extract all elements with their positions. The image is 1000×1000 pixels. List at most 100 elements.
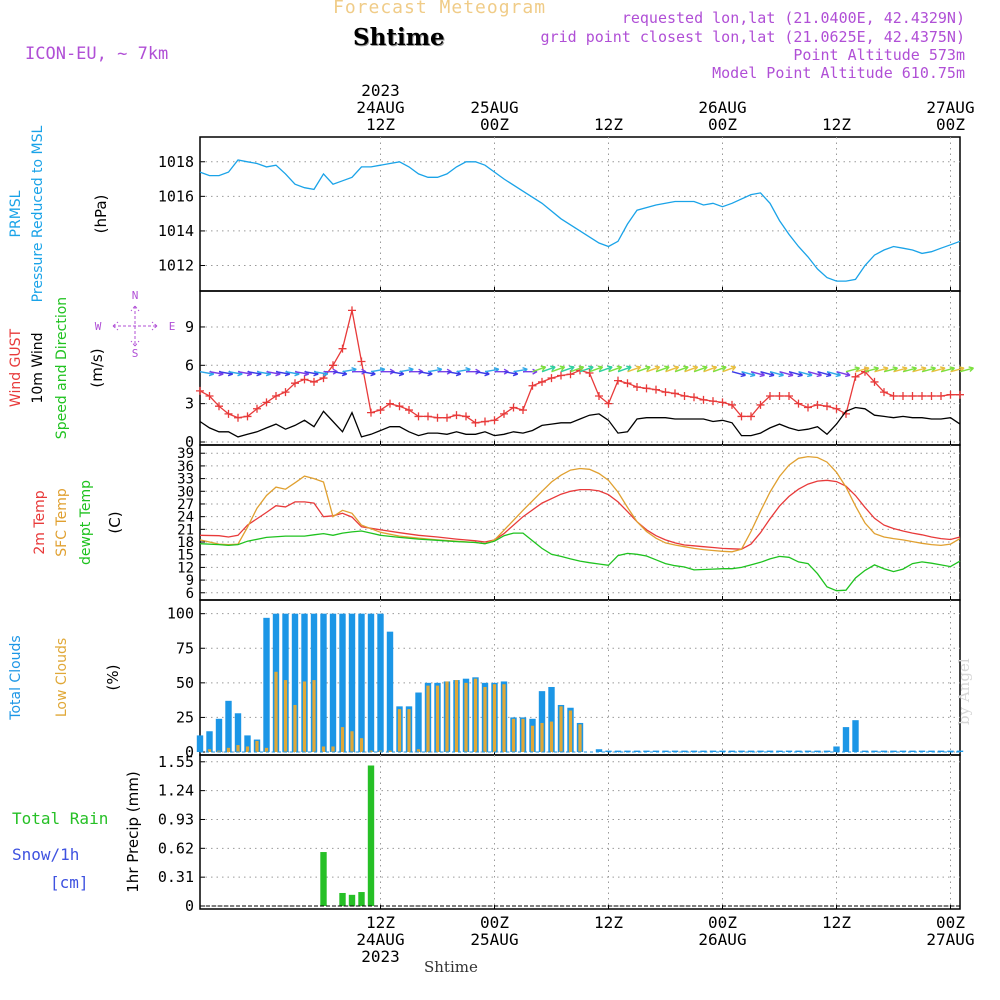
panel-clouds: 0 25 50 75 100 Total Clouds Low Clouds (%): [8, 599, 964, 761]
total-cloud-bar: [605, 750, 612, 752]
gust-marker: [899, 391, 907, 400]
total-cloud-bar: [652, 750, 660, 752]
low-cloud-bar: [568, 710, 573, 752]
total-cloud-bar: [263, 617, 270, 752]
total-cloud-bar: [377, 613, 384, 752]
total-cloud-bar: [206, 731, 213, 752]
gust-marker: [851, 372, 860, 381]
y-tick-label: 0: [185, 897, 194, 915]
meteogram-title: Forecast Meteogram: [333, 0, 547, 18]
wind-direction-arrow-icon: [959, 366, 975, 373]
low-cloud-bar: [454, 680, 459, 752]
total-cloud-bar: [291, 613, 299, 752]
gust-marker: [823, 402, 831, 411]
gust-marker: [832, 404, 841, 413]
gust-marker: [452, 411, 461, 420]
total-cloud-bar: [833, 746, 840, 752]
gust-marker: [234, 413, 242, 422]
wind-direction-arrow-icon: [693, 365, 708, 373]
total-cloud-bar: [329, 613, 337, 752]
gust-marker: [481, 417, 489, 426]
y-tick-label: 24: [177, 510, 194, 526]
total-cloud-bar: [643, 750, 650, 752]
low-cloud-bar: [274, 671, 278, 752]
bottom-time-label: 27AUG: [926, 930, 974, 949]
y-tick-label: 75: [176, 639, 194, 657]
low-cloud-bar: [416, 749, 421, 752]
bottom-time-label: 00Z: [936, 913, 965, 932]
compass-north: N: [132, 289, 139, 302]
gust-marker: [272, 391, 280, 400]
low-cloud-bar: [540, 722, 544, 752]
bottom-time-label: 00Z: [708, 913, 737, 932]
gust-marker: [699, 395, 708, 404]
gust-marker: [376, 406, 385, 415]
y-tick-label: 3: [185, 395, 194, 413]
total-cloud-bar: [595, 749, 603, 752]
low-cloud-bar: [217, 750, 221, 752]
total-cloud-bar: [681, 750, 688, 752]
location-title: Shtime: [353, 24, 445, 51]
low-cloud-bar: [473, 678, 478, 752]
compass-rose-icon: [112, 305, 158, 347]
gust-marker: [471, 418, 480, 427]
total-cloud-bar: [709, 750, 717, 752]
y-tick-label: 9: [186, 573, 194, 589]
gust-marker: [215, 402, 223, 411]
top-time-label: 25AUG: [470, 98, 518, 117]
rain-bar: [339, 892, 346, 906]
total-cloud-bar: [196, 735, 204, 752]
total-cloud-bar: [662, 750, 669, 752]
series-line: [199, 530, 961, 592]
gust-marker: [528, 381, 537, 390]
gust-marker: [671, 389, 679, 398]
low-cloud-bar: [407, 709, 411, 752]
total-cloud-bar: [947, 750, 954, 752]
total-cloud-bar: [339, 613, 346, 752]
y-tick-label: 25: [176, 708, 194, 726]
gust-marker: [500, 409, 508, 418]
total-cloud-bar: [776, 750, 783, 752]
total-cloud-bar: [814, 750, 821, 752]
watermark: by Angel: [955, 658, 973, 725]
panel-unit-label: (C): [106, 511, 124, 533]
low-cloud-bar: [530, 725, 535, 752]
bottom-time-label: 12Z: [822, 913, 851, 932]
gust-marker: [300, 375, 309, 384]
total-cloud-bar: [538, 691, 546, 752]
gust-marker: [490, 416, 499, 425]
gust-marker: [538, 377, 546, 386]
y-tick-label: 0: [185, 433, 194, 451]
panel-unit-label: (%): [104, 665, 122, 691]
gust-marker: [262, 398, 271, 407]
total-cloud-bar: [358, 613, 365, 752]
precip-frame: [199, 754, 961, 910]
low-cloud-bar: [321, 746, 326, 752]
y-tick-label: 1016: [158, 187, 194, 205]
gust-marker: [509, 403, 518, 412]
wind-direction-arrow-icon: [636, 365, 651, 373]
low-cloud-bar: [245, 746, 250, 752]
y-tick-label: 100: [167, 605, 194, 623]
rain-bar: [367, 765, 375, 906]
compass-south: S: [132, 347, 139, 360]
wind-direction-arrow-icon: [722, 365, 737, 373]
total-cloud-bar: [956, 750, 964, 752]
gust-marker: [414, 412, 423, 421]
low-cloud-bar: [293, 704, 297, 752]
total-cloud-bar: [795, 750, 802, 752]
top-time-label: 12Z: [366, 115, 395, 134]
bottom-time-label: 2023: [361, 947, 400, 966]
top-time-label: 27AUG: [926, 98, 974, 117]
gust-marker: [196, 386, 204, 395]
gust-marker: [604, 399, 613, 408]
low-cloud-bar: [492, 684, 497, 752]
total-cloud-bar: [804, 750, 812, 752]
total-cloud-bar: [614, 750, 622, 752]
y-tick-label: 0: [185, 743, 194, 761]
gust-marker: [281, 388, 290, 397]
low-cloud-bar: [207, 749, 212, 752]
total-cloud-bar: [757, 750, 764, 752]
panel-label: Total Clouds: [8, 635, 24, 720]
